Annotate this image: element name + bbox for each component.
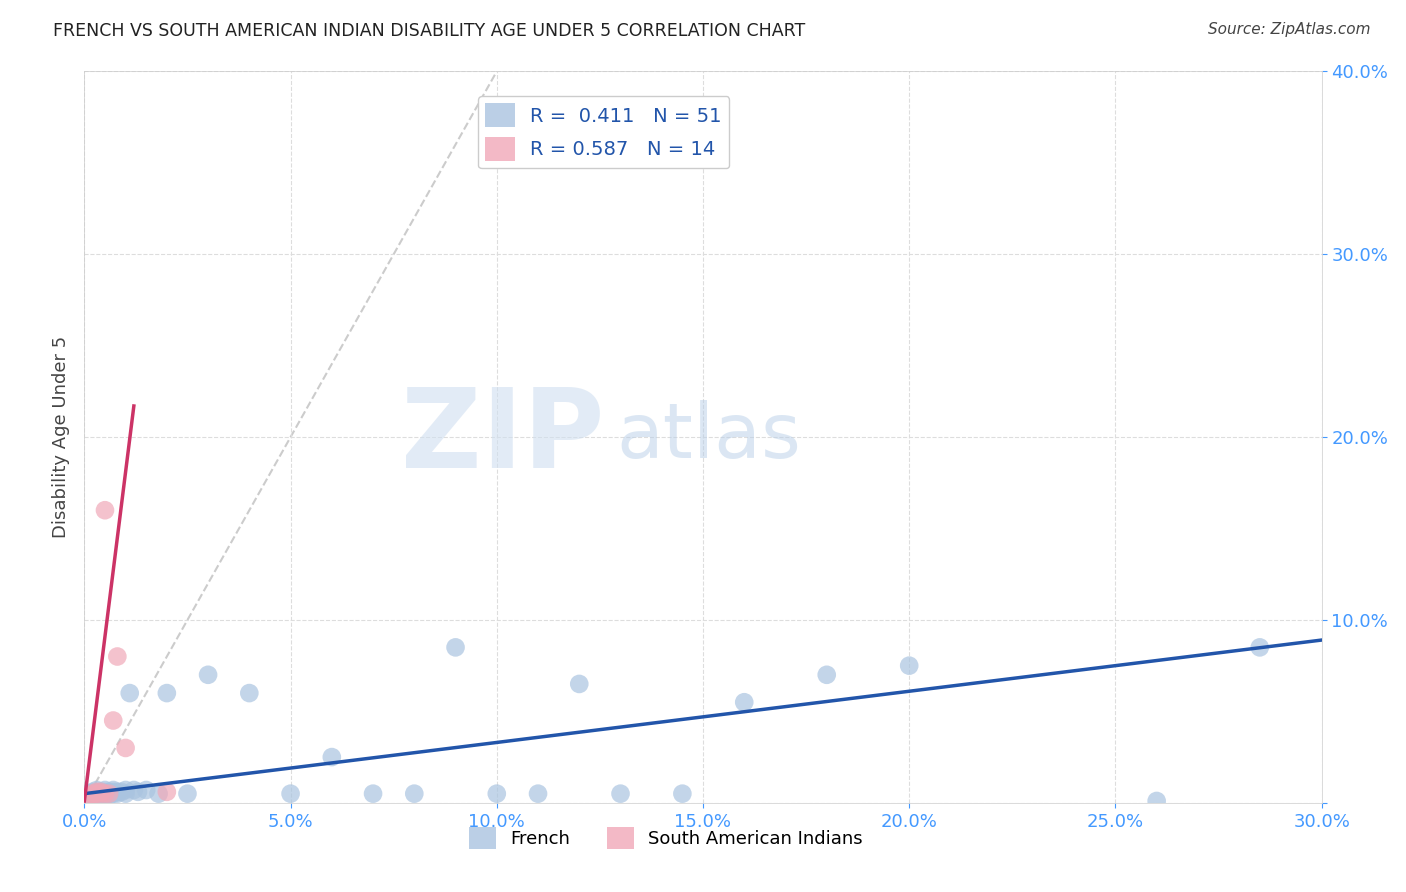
Point: [103, 714, 125, 728]
Point: [94, 785, 117, 799]
Point: [86, 789, 108, 803]
Point: [98, 787, 121, 801]
Point: [94, 783, 117, 797]
Point: [114, 787, 136, 801]
Point: [114, 740, 136, 755]
Point: [361, 787, 384, 801]
Point: [105, 787, 128, 801]
Point: [82, 789, 104, 803]
Legend: French, South American Indians: French, South American Indians: [461, 820, 870, 856]
Point: [127, 785, 149, 799]
Point: [404, 787, 426, 801]
Point: [86, 785, 108, 799]
Point: [103, 785, 125, 799]
Point: [77, 789, 100, 803]
Point: [90, 785, 112, 799]
Point: [1249, 640, 1271, 655]
Point: [98, 789, 121, 803]
Point: [321, 750, 343, 764]
Y-axis label: Disability Age Under 5: Disability Age Under 5: [52, 336, 70, 538]
Text: FRENCH VS SOUTH AMERICAN INDIAN DISABILITY AGE UNDER 5 CORRELATION CHART: FRENCH VS SOUTH AMERICAN INDIAN DISABILI…: [53, 22, 806, 40]
Point: [77, 787, 100, 801]
Point: [90, 787, 112, 801]
Point: [82, 787, 104, 801]
Point: [815, 667, 838, 681]
Point: [110, 785, 132, 799]
Text: atlas: atlas: [616, 401, 801, 474]
Point: [98, 787, 121, 801]
Point: [238, 686, 260, 700]
Point: [156, 686, 179, 700]
Point: [114, 783, 136, 797]
Point: [94, 787, 117, 801]
Point: [82, 785, 104, 799]
Point: [197, 667, 219, 681]
Point: [94, 503, 117, 517]
Point: [86, 787, 108, 801]
Point: [105, 785, 128, 799]
Point: [609, 787, 631, 801]
Point: [86, 785, 108, 799]
Point: [105, 649, 128, 664]
Point: [1146, 794, 1168, 808]
Point: [90, 789, 112, 803]
Point: [527, 787, 550, 801]
Point: [118, 686, 141, 700]
Point: [82, 789, 104, 803]
Point: [122, 783, 145, 797]
Point: [671, 787, 693, 801]
Point: [156, 785, 179, 799]
Point: [90, 787, 112, 801]
Point: [148, 787, 170, 801]
Point: [103, 783, 125, 797]
Text: ZIP: ZIP: [401, 384, 605, 491]
Point: [86, 783, 108, 797]
Point: [86, 787, 108, 801]
Point: [77, 789, 100, 803]
Point: [98, 785, 121, 799]
Point: [90, 785, 112, 799]
Point: [94, 789, 117, 803]
Text: Source: ZipAtlas.com: Source: ZipAtlas.com: [1208, 22, 1371, 37]
Point: [103, 787, 125, 801]
Point: [568, 677, 591, 691]
Point: [444, 640, 467, 655]
Point: [733, 695, 755, 709]
Point: [280, 787, 302, 801]
Point: [898, 658, 921, 673]
Point: [82, 787, 104, 801]
Point: [176, 787, 198, 801]
Point: [485, 787, 508, 801]
Point: [135, 783, 157, 797]
Point: [94, 787, 117, 801]
